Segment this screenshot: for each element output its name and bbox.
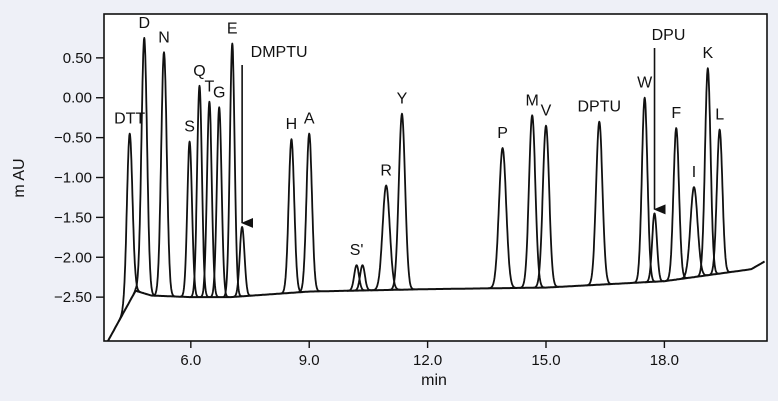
y-axis: 0.50 0.00 −0.50 −1.00 −1.50 −2.00 −2.50: [54, 50, 104, 306]
peak-labels: DTT DN S QTG E DMPTU H A S' R Y P MV DPTU W DPU F I K L: [114, 15, 724, 259]
peak-label: L: [715, 107, 724, 124]
x-tick-label: 18.0: [650, 352, 679, 369]
x-tick-label: 9.0: [299, 352, 320, 369]
peak-label: F: [671, 105, 681, 122]
peak-trace: [297, 132, 321, 294]
peak-label: Q: [193, 63, 205, 80]
x-tick-label: 12.0: [413, 352, 442, 369]
y-tick-label: 0.50: [63, 50, 92, 67]
peak-trace: [388, 112, 416, 291]
peak-label: S': [350, 242, 364, 259]
peak-trace: [346, 264, 367, 292]
arrow-layer: [241, 48, 666, 228]
peak-trace: [352, 264, 373, 292]
peak-label: G: [213, 84, 225, 101]
x-tick-label: 6.0: [180, 352, 201, 369]
peak-trace: [132, 37, 156, 297]
peak-trace: [189, 84, 210, 298]
peak-trace: [222, 42, 243, 298]
y-tick-label: −2.50: [54, 289, 92, 306]
peak-trace: [487, 147, 518, 290]
peak-trace: [371, 184, 401, 292]
peak-trace: [279, 138, 304, 295]
peak-label: H: [286, 116, 298, 133]
peak-label: P: [497, 125, 508, 142]
peak-trace: [708, 128, 732, 276]
peak-trace: [679, 186, 709, 280]
peak-trace: [696, 67, 720, 278]
peak-label: DPTU: [577, 99, 621, 116]
peak-label: V: [541, 103, 552, 120]
y-tick-label: −0.50: [54, 130, 92, 147]
peak-label: N: [158, 29, 170, 46]
peak-trace: [532, 124, 560, 289]
peak-trace: [586, 120, 613, 287]
peak-label: E: [227, 21, 238, 38]
peak-label: DPU: [652, 27, 686, 44]
y-tick-label: −1.00: [54, 170, 92, 187]
peak-label: T: [204, 79, 214, 96]
peak-label: Y: [397, 91, 408, 108]
trace-layer: [107, 37, 766, 342]
y-axis-label: m AU: [11, 158, 28, 197]
peak-trace: [179, 140, 200, 298]
x-axis-label: min: [421, 372, 447, 389]
y-tick-label: −2.00: [54, 249, 92, 266]
peak-label: W: [637, 75, 653, 92]
peak-label: K: [702, 45, 713, 62]
x-tick-label: 15.0: [531, 352, 560, 369]
peak-label: M: [526, 92, 539, 109]
peak-label: DMPTU: [251, 44, 308, 61]
y-tick-label: 0.00: [63, 90, 92, 107]
y-tick-label: −1.50: [54, 209, 92, 226]
peak-trace: [633, 96, 657, 284]
peak-label: R: [380, 162, 392, 179]
peak-trace: [199, 100, 220, 298]
peak-trace: [664, 127, 688, 282]
peak-trace: [519, 114, 546, 289]
peak-label: A: [304, 111, 315, 128]
x-axis: 6.0 9.0 12.0 15.0 18.0: [180, 341, 679, 369]
peak-label: DTT: [114, 111, 145, 128]
peak-trace: [152, 51, 176, 298]
peak-label: S: [184, 119, 195, 136]
peak-label: D: [138, 15, 150, 32]
peak-label: I: [692, 164, 696, 181]
